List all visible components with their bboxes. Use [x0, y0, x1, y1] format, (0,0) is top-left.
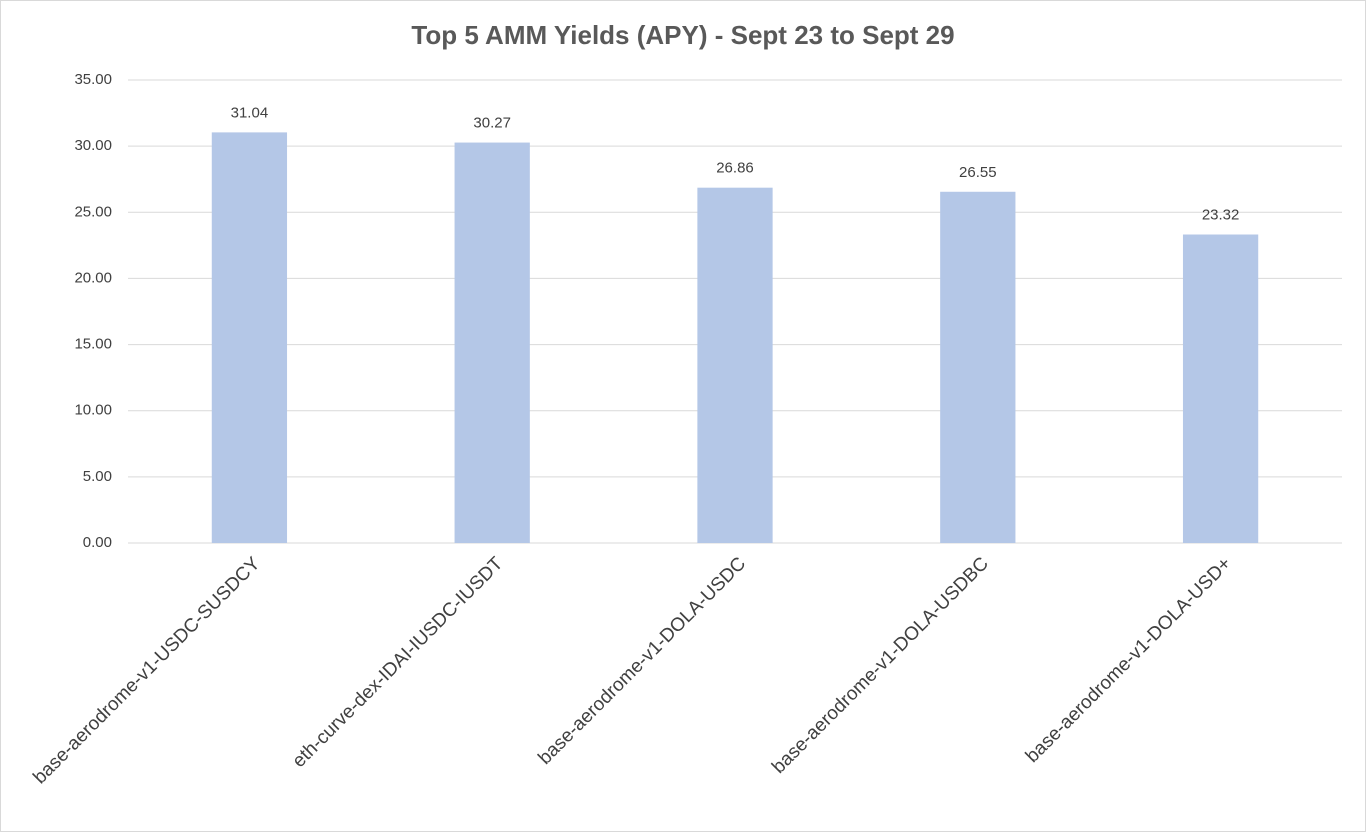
- y-tick-label: 15.00: [74, 336, 112, 353]
- y-tick-label: 0.00: [83, 534, 112, 551]
- bar: [697, 187, 773, 543]
- y-tick-label: 35.00: [74, 71, 112, 88]
- bar: [211, 132, 288, 544]
- bar: [940, 191, 1016, 543]
- bar: [1182, 234, 1259, 544]
- y-tick-label: 20.00: [74, 269, 112, 286]
- y-tick-label: 10.00: [74, 402, 112, 419]
- data-label: 26.86: [716, 160, 754, 177]
- y-tick-label: 30.00: [74, 137, 112, 154]
- bar: [454, 142, 530, 543]
- data-label: 23.32: [1202, 206, 1240, 223]
- data-label: 26.55: [959, 164, 997, 181]
- y-tick-label: 25.00: [74, 203, 112, 220]
- data-label: 31.04: [231, 104, 269, 121]
- chart-title: Top 5 AMM Yields (APY) - Sept 23 to Sept…: [411, 20, 954, 50]
- data-label: 30.27: [473, 115, 511, 132]
- y-tick-label: 5.00: [83, 468, 112, 485]
